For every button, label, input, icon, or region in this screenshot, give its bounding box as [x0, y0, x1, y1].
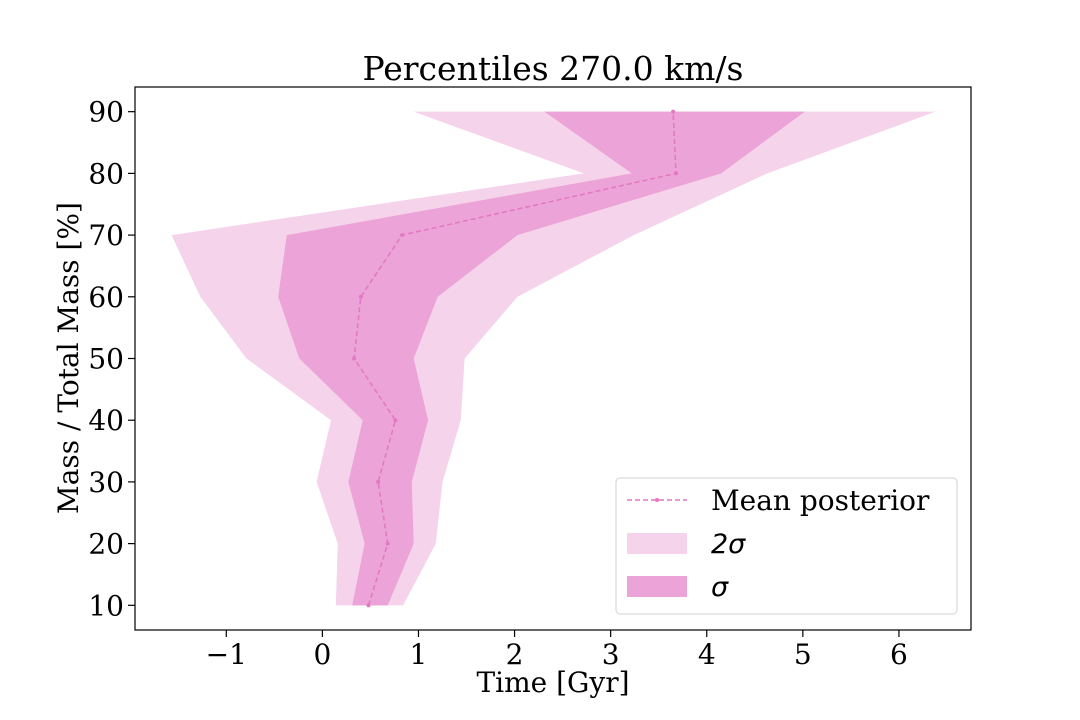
legend-item-sigma: σ — [627, 572, 729, 603]
y-tick-label: 80 — [88, 157, 124, 190]
legend-item-mean-posterior: Mean posterior — [627, 484, 930, 517]
mean-posterior-point — [376, 479, 381, 484]
x-tick-label: 3 — [602, 638, 620, 671]
mean-posterior-point — [673, 171, 678, 176]
band-sigma — [278, 111, 805, 606]
x-tick-label: 2 — [506, 638, 524, 671]
mean-posterior-point — [358, 294, 363, 299]
mean-posterior-point — [385, 541, 390, 546]
y-tick-label: 70 — [88, 219, 124, 252]
y-tick-label: 90 — [88, 96, 124, 129]
legend-swatch-sigma — [627, 576, 687, 597]
y-tick-label: 10 — [88, 589, 124, 622]
legend-label-sigma: σ — [711, 572, 729, 603]
legend-label-2sigma: 2σ — [711, 529, 746, 560]
legend-label-mean-posterior: Mean posterior — [711, 484, 930, 517]
legend-frame — [615, 477, 958, 615]
legend-item-2sigma: 2σ — [627, 529, 746, 560]
y-tick-label: 30 — [88, 466, 124, 499]
y-axis-ticks: 10 20 30 40 50 60 70 80 90 — [88, 96, 135, 622]
y-tick-label: 20 — [88, 528, 124, 561]
y-tick-label: 40 — [88, 404, 124, 437]
legend: Mean posterior 2σ σ — [615, 477, 958, 615]
legend-line-marker — [655, 498, 659, 502]
x-tick-label: 4 — [698, 638, 716, 671]
mean-posterior-point — [671, 109, 676, 114]
x-axis-ticks: −1 0 1 2 3 4 5 6 — [206, 630, 908, 671]
y-tick-label: 60 — [88, 281, 124, 314]
mean-posterior-point — [400, 233, 405, 238]
lines-layer — [352, 109, 678, 608]
x-tick-label: 1 — [410, 638, 428, 671]
chart-title: Percentiles 270.0 km/s — [363, 49, 744, 88]
x-axis-label: Time [Gyr] — [476, 666, 629, 699]
legend-swatch-2sigma — [627, 533, 687, 554]
y-tick-label: 50 — [88, 343, 124, 376]
mean-posterior-point — [352, 356, 357, 361]
mean-posterior-point — [393, 418, 398, 423]
mean-posterior-point — [366, 603, 371, 608]
bands-layer — [171, 111, 936, 606]
x-tick-label: 0 — [313, 638, 331, 671]
x-tick-label: 6 — [890, 638, 908, 671]
y-axis-label: Mass / Total Mass [%] — [52, 202, 85, 514]
x-tick-label: −1 — [206, 638, 247, 671]
x-tick-label: 5 — [794, 638, 812, 671]
